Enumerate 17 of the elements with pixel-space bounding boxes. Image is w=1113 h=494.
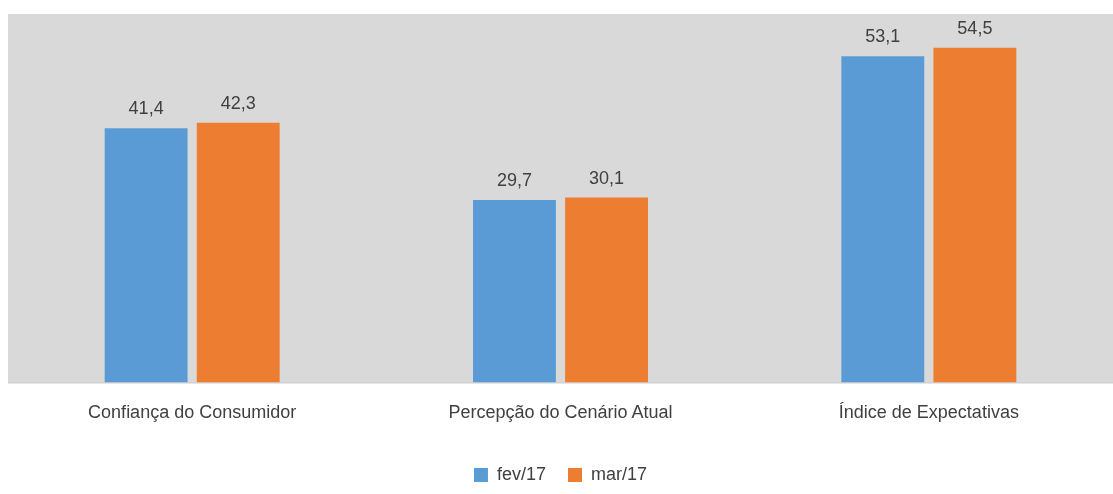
data-label: 30,1 [589, 167, 625, 188]
legend-label: mar/17 [591, 463, 648, 484]
bar [841, 56, 925, 383]
x-tick-label: Índice de Expectativas [838, 402, 1019, 423]
x-tick-label: Percepção do Cenário Atual [448, 402, 673, 423]
bar [933, 47, 1017, 383]
bar [565, 197, 648, 383]
bar [196, 122, 280, 383]
bar [473, 200, 556, 383]
data-label: 29,7 [496, 170, 532, 191]
data-label: 42,3 [220, 92, 256, 113]
data-label: 41,4 [128, 98, 164, 119]
x-tick-label: Confiança do Consumidor [88, 402, 297, 423]
data-label: 54,5 [957, 17, 993, 38]
bar [104, 128, 188, 383]
data-label: 53,1 [865, 26, 901, 47]
legend-label: fev/17 [496, 463, 547, 484]
